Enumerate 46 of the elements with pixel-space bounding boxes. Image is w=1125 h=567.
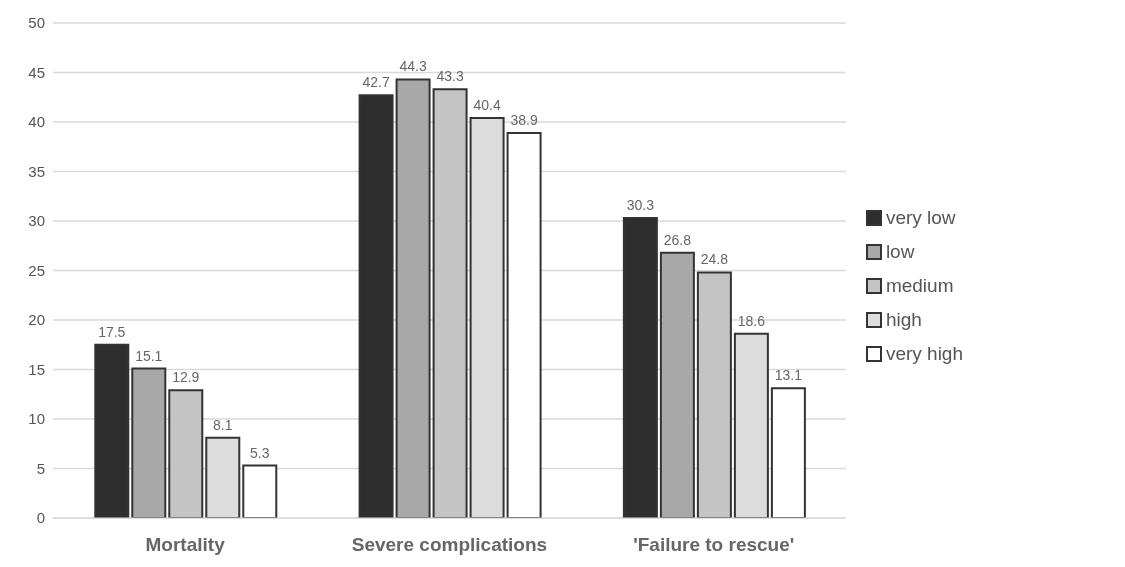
bar	[358, 94, 394, 518]
bar	[622, 217, 658, 518]
legend-label: very high	[885, 342, 963, 365]
bar	[770, 387, 806, 518]
data-label: 26.8	[663, 231, 692, 248]
bar	[168, 389, 204, 518]
data-label: 42.7	[362, 74, 390, 91]
bar	[432, 88, 468, 518]
data-label: 43.3	[436, 68, 464, 85]
data-label: 12.9	[172, 369, 200, 386]
legend-label: medium	[885, 274, 954, 297]
data-label: 8.1	[213, 416, 233, 433]
x-tick-label: Severe complications	[351, 534, 548, 556]
legend-label: high	[885, 308, 922, 331]
bar	[659, 251, 695, 518]
y-tick-label: 0	[36, 509, 45, 527]
bar	[94, 343, 130, 518]
y-tick-label: 45	[28, 63, 45, 81]
bar	[696, 271, 732, 518]
y-tick-label: 5	[36, 459, 45, 477]
y-tick-label: 25	[28, 261, 45, 279]
x-tick-label: Mortality	[145, 534, 226, 556]
data-label: 13.1	[774, 367, 803, 384]
data-label: 38.9	[510, 111, 538, 128]
data-label: 40.4	[473, 97, 501, 114]
legend-label: low	[885, 240, 915, 263]
y-tick-label: 15	[28, 360, 45, 378]
data-label: 44.3	[399, 58, 427, 75]
y-tick-label: 35	[28, 162, 45, 180]
y-tick-label: 50	[28, 14, 45, 32]
x-tick-label: 'Failure to rescue'	[633, 534, 795, 556]
bar	[242, 464, 278, 518]
data-label: 15.1	[135, 347, 163, 364]
y-tick-label: 40	[28, 113, 45, 131]
data-label: 24.8	[700, 251, 729, 268]
bar	[506, 131, 542, 518]
y-tick-label: 20	[28, 311, 45, 329]
y-tick-label: 10	[28, 410, 45, 428]
data-label: 30.3	[626, 197, 655, 214]
data-label: 17.5	[98, 323, 126, 340]
data-label: 18.6	[737, 312, 766, 329]
legend-label: very low	[885, 206, 956, 229]
data-label: 5.3	[250, 444, 270, 461]
bar	[131, 367, 167, 518]
y-tick-label: 30	[28, 212, 45, 230]
bar	[395, 78, 431, 518]
